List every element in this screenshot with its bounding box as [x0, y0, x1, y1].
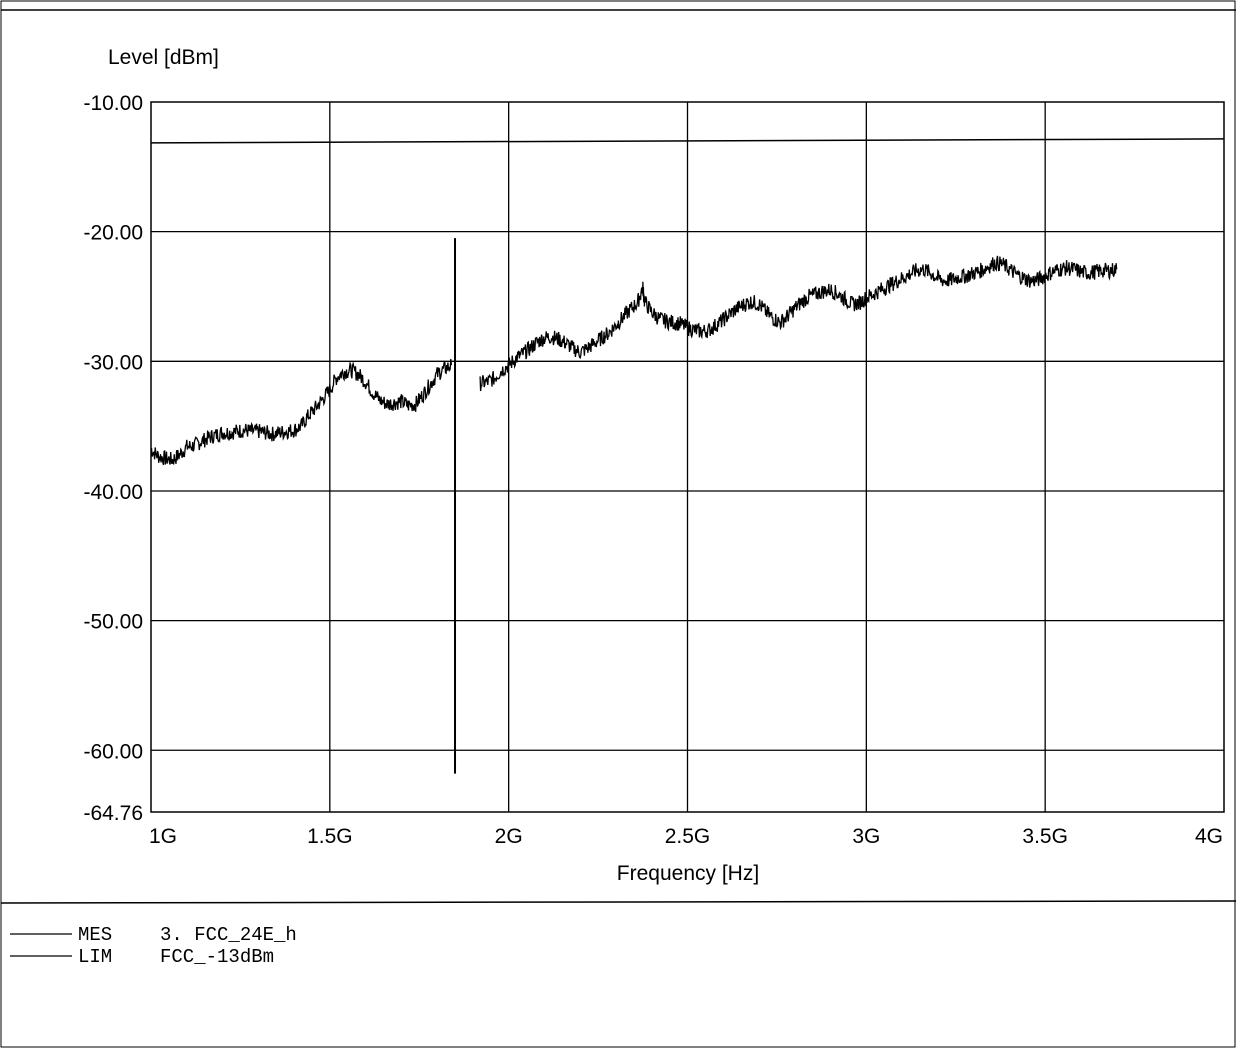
- x-tick-label: 2G: [495, 825, 523, 848]
- mes-trace-segment: [479, 255, 1118, 392]
- y-tick-label: -64.76: [83, 802, 143, 825]
- x-tick-label: 3G: [852, 825, 880, 848]
- y-tick-labels: -10.00 -20.00 -30.00 -40.00 -50.00 -60.00 -64.…: [83, 92, 143, 825]
- x-tick-label: 1.5G: [307, 825, 353, 848]
- limit-line: [150, 138, 1225, 144]
- legend-label: FCC_-13dBm: [160, 946, 274, 968]
- legend-key: LIM: [78, 946, 112, 968]
- mes-trace-segment: [150, 358, 453, 466]
- y-axis-title: Level [dBm]: [108, 46, 219, 69]
- x-tick-label: 3.5G: [1022, 825, 1068, 848]
- legend-label: 3. FCC_24E_h: [160, 924, 297, 946]
- y-tick-label: -60.00: [83, 740, 143, 763]
- y-tick-label: -30.00: [83, 351, 143, 374]
- y-tick-label: -20.00: [83, 222, 143, 245]
- plot-area: [150, 101, 1225, 813]
- legend-separator: [0, 900, 1236, 904]
- x-axis-title: Frequency [Hz]: [617, 862, 759, 885]
- x-tick-labels: 1G 1.5G 2G 2.5G 3G 3.5G 4G: [149, 825, 1223, 848]
- x-tick-label: 2.5G: [665, 825, 711, 848]
- x-tick-label: 4G: [1195, 825, 1223, 848]
- y-tick-label: -50.00: [83, 611, 143, 634]
- series-layer: [150, 138, 1225, 774]
- y-tick-label: -10.00: [83, 92, 143, 115]
- legend-key: MES: [78, 924, 112, 946]
- grid-lines: [151, 102, 1224, 812]
- x-tick-label: 1G: [149, 825, 177, 848]
- legend: MES 3. FCC_24E_h LIM FCC_-13dBm: [10, 924, 297, 968]
- y-tick-label: -40.00: [83, 481, 143, 504]
